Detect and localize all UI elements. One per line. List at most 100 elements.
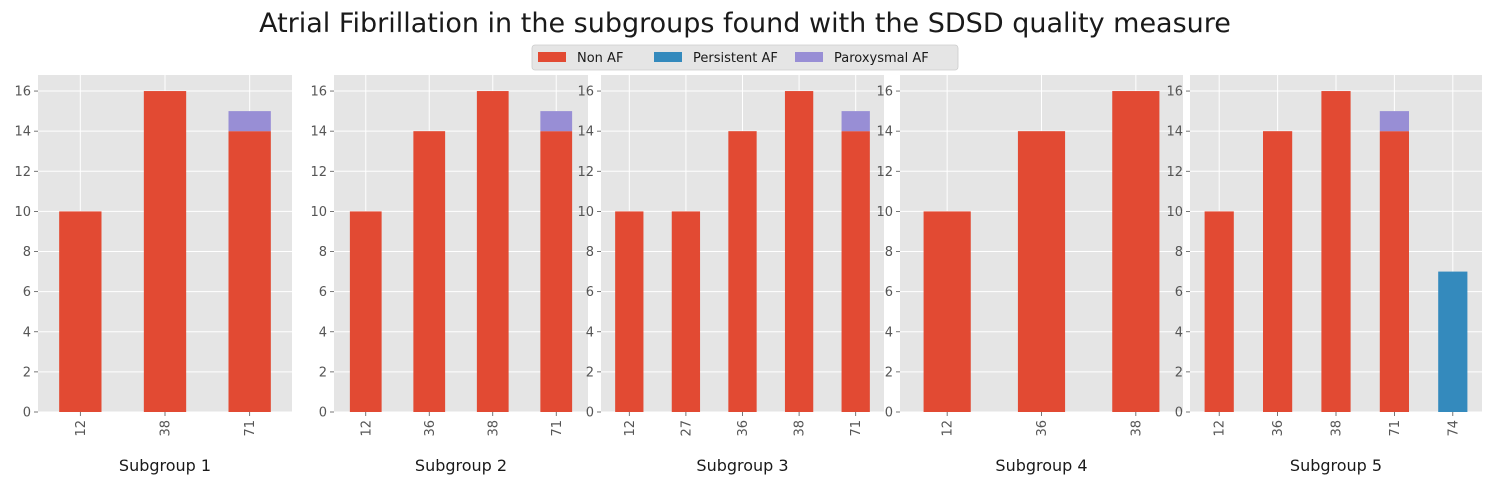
y-tick-label: 8	[1175, 245, 1183, 260]
y-tick-label: 12	[310, 165, 327, 180]
y-tick-label: 2	[1175, 365, 1183, 380]
bar-non-af-12	[59, 211, 102, 412]
x-tick-label: 38	[486, 420, 501, 437]
y-tick-label: 2	[885, 365, 893, 380]
x-tick-label: 71	[1388, 420, 1403, 437]
y-tick-label: 2	[23, 365, 31, 380]
y-tick-label: 8	[23, 245, 31, 260]
y-tick-label: 16	[876, 85, 893, 100]
x-tick-label: 12	[1213, 420, 1228, 437]
x-tick-label: 38	[159, 420, 174, 437]
y-tick-label: 4	[1175, 325, 1183, 340]
bar-non-af-36	[728, 131, 757, 412]
y-tick-label: 4	[885, 325, 893, 340]
legend-swatch-non-af	[538, 52, 566, 62]
chart-title: Atrial Fibrillation in the subgroups fou…	[259, 8, 1231, 39]
legend-swatch-paroxysmal-af	[795, 52, 823, 62]
legend-label-persistent-af: Persistent AF	[693, 51, 778, 66]
subplot-1: 0 2 4 6 8 10 12 14 16 12 38 71 Subgroup 1	[14, 75, 292, 475]
y-tick-label: 12	[577, 165, 594, 180]
subplot-2: 0 2 4 6 8 10 12 14 16 12 36 38 71 Subgroup 2	[310, 75, 588, 475]
legend-frame	[531, 44, 959, 71]
y-tick-label: 6	[885, 285, 893, 300]
legend-swatch-persistent-af	[654, 52, 682, 62]
bar-paroxysmal-af-71	[540, 111, 573, 132]
bar-non-af-71	[1379, 131, 1409, 412]
y-tick-label: 14	[1166, 125, 1183, 140]
subplot-3: 0 2 4 6 8 10 12 14 16 12 27 36 38 71 Subgroup 3	[577, 75, 884, 475]
y-tick-label: 2	[319, 365, 327, 380]
y-tick-label: 0	[885, 406, 893, 421]
y-tick-label: 0	[586, 406, 594, 421]
y-tick-label: 6	[1175, 285, 1183, 300]
x-tick-label: 71	[550, 420, 565, 437]
y-tick-label: 10	[310, 205, 327, 220]
y-tick-label: 10	[1166, 205, 1183, 220]
y-tick-label: 12	[14, 165, 31, 180]
y-tick-label: 12	[876, 165, 893, 180]
x-tick-label: 74	[1446, 420, 1461, 437]
x-tick-label: 38	[1129, 420, 1144, 437]
bar-non-af-38	[1321, 91, 1351, 413]
y-tick-label: 4	[586, 325, 594, 340]
bar-non-af-12	[923, 211, 971, 412]
y-tick-label: 6	[586, 285, 594, 300]
y-tick-label: 0	[319, 406, 327, 421]
x-tick-label: 12	[359, 420, 374, 437]
bar-non-af-12	[349, 211, 382, 412]
y-tick-label: 4	[23, 325, 31, 340]
bar-paroxysmal-af-71	[228, 111, 271, 132]
y-tick-label: 10	[876, 205, 893, 220]
y-tick-label: 0	[1175, 406, 1183, 421]
x-tick-label: 12	[74, 420, 89, 437]
subplot-5: 0 2 4 6 8 10 12 14 16 12 36 38 71 74 Subgroup 5	[1166, 75, 1482, 475]
bar-non-af-38	[1112, 91, 1160, 413]
bar-non-af-71	[228, 131, 271, 412]
bar-non-af-38	[784, 91, 814, 413]
y-tick-label: 16	[14, 85, 31, 100]
x-tick-label: 71	[243, 420, 258, 437]
x-tick-label: 12	[941, 420, 956, 437]
y-tick-label: 14	[14, 125, 31, 140]
y-tick-label: 16	[1166, 85, 1183, 100]
subplots: 0 2 4 6 8 10 12 14 16 12 38 71 Subgroup 1 0 2 4 6 8 10 12 14…	[14, 75, 1482, 475]
x-tick-label: 27	[679, 420, 694, 437]
x-tick-label: 38	[793, 420, 808, 437]
x-axis-label: Subgroup 1	[119, 456, 211, 475]
y-tick-label: 14	[310, 125, 327, 140]
x-tick-label: 36	[736, 420, 751, 437]
x-axis-label: Subgroup 3	[696, 456, 788, 475]
legend: Non AF Persistent AF Paroxysmal AF	[531, 44, 959, 71]
bar-non-af-36	[413, 131, 446, 412]
legend-label-paroxysmal-af: Paroxysmal AF	[834, 51, 929, 66]
subplot-4: 0 2 4 6 8 10 12 14 16 12 36 38 Subgroup 4	[876, 75, 1183, 475]
y-tick-label: 0	[23, 406, 31, 421]
y-tick-label: 14	[876, 125, 893, 140]
bar-non-af-71	[841, 131, 870, 412]
y-tick-label: 8	[586, 245, 594, 260]
y-tick-label: 6	[319, 285, 327, 300]
y-tick-label: 16	[310, 85, 327, 100]
bar-persistent-af-74	[1438, 271, 1468, 412]
x-tick-label: 36	[1035, 420, 1050, 437]
bar-paroxysmal-af-71	[1379, 111, 1409, 132]
x-axis-label: Subgroup 2	[415, 456, 507, 475]
x-axis-label: Subgroup 5	[1290, 456, 1382, 475]
legend-label-non-af: Non AF	[577, 51, 623, 66]
x-tick-label: 38	[1330, 420, 1345, 437]
y-tick-label: 10	[14, 205, 31, 220]
bar-non-af-36	[1017, 131, 1066, 412]
y-tick-label: 16	[577, 85, 594, 100]
y-tick-label: 4	[319, 325, 327, 340]
x-tick-label: 71	[849, 420, 864, 437]
y-tick-label: 14	[577, 125, 594, 140]
bar-non-af-12	[1204, 211, 1234, 412]
x-tick-label: 36	[423, 420, 438, 437]
bar-non-af-38	[143, 91, 187, 413]
bar-non-af-12	[615, 211, 644, 412]
x-tick-label: 12	[623, 420, 638, 437]
x-axis-label: Subgroup 4	[995, 456, 1087, 475]
bar-paroxysmal-af-71	[841, 111, 870, 132]
bar-non-af-38	[476, 91, 509, 413]
